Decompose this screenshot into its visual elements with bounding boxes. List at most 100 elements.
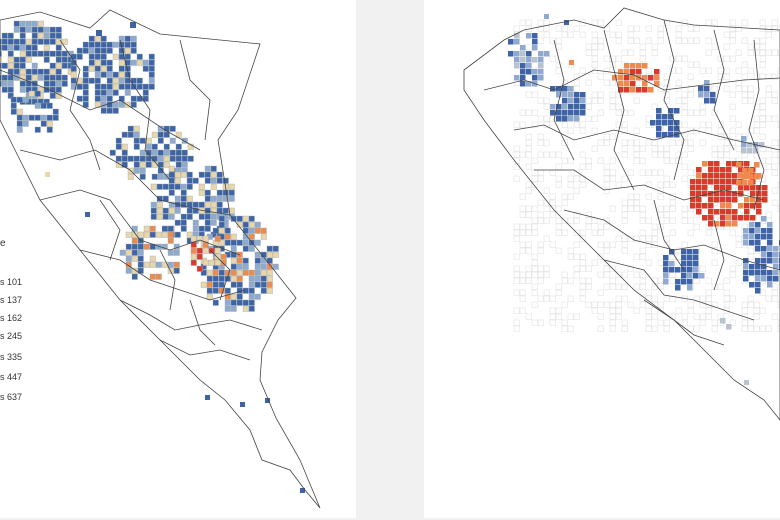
grid-cell [579,265,586,272]
raster-cell [574,116,580,122]
grid-cell [531,121,538,128]
grid-cell [777,67,780,74]
grid-cell [513,307,520,314]
grid-cell [651,49,658,56]
left-map-panel: e s 101 s 137 s 162 s 245 s 335 s 447 s … [0,0,356,518]
grid-cell [603,265,610,272]
grid-cell [777,25,780,32]
raster-cell [669,261,675,267]
raster-cell [156,207,163,214]
grid-cell [759,49,766,56]
raster-cell [754,174,760,180]
grid-cell [687,145,694,152]
raster-cell [254,257,261,264]
raster-cell [732,179,738,185]
grid-cell [513,325,520,332]
raster-cell [753,148,759,154]
grid-cell [765,163,772,170]
raster-cell [168,213,175,220]
raster-cell [210,219,217,226]
raster-cell [204,213,211,220]
grid-cell [615,301,622,308]
grid-cell [531,205,538,212]
grid-cell [723,307,730,314]
grid-cell [675,271,682,278]
grid-cell [741,73,748,80]
grid-cell [561,319,568,326]
grid-cell [657,193,664,200]
grid-cell [573,73,580,80]
grid-cell [675,151,682,158]
raster-cell [228,195,235,202]
raster-cell [31,26,38,33]
raster-cell [663,273,669,279]
grid-cell [645,325,652,332]
raster-cell [212,275,219,282]
raster-cell [52,108,59,115]
grid-cell [537,211,544,218]
raster-cell [702,179,708,185]
raster-cell [220,259,227,266]
raster-cell [216,195,223,202]
grid-cell [615,313,622,320]
grid-cell [699,67,706,74]
grid-cell [609,205,616,212]
grid-cell [597,289,604,296]
raster-cell [562,86,568,92]
grid-cell [531,181,538,188]
raster-cell [169,155,176,162]
raster-cell [648,87,654,93]
grid-cell [663,97,670,104]
raster-cell [242,221,249,228]
grid-cell [513,223,520,230]
grid-cell [663,73,670,80]
grid-cell [657,31,664,38]
raster-cell [720,215,726,221]
raster-cell [726,161,732,167]
grid-cell [651,223,658,230]
raster-cell [204,195,211,202]
grid-cell [681,211,688,218]
grid-cell [543,139,550,146]
grid-cell [771,25,778,32]
raster-cell [190,259,197,266]
raster-cell [254,239,261,246]
raster-cell [133,167,140,174]
grid-cell [543,187,550,194]
grid-cell [705,313,712,320]
grid-cell [663,91,670,98]
grid-cell [663,295,670,302]
grid-cell [555,67,562,74]
grid-cell [723,277,730,284]
grid-cell [555,229,562,236]
raster-cell [714,173,720,179]
grid-cell [537,97,544,104]
raster-cell [168,183,175,190]
raster-cell [741,142,747,148]
raster-cell [34,114,41,121]
raster-cell [761,264,767,270]
raster-cell [149,255,156,262]
grid-cell [555,163,562,170]
raster-cell [574,110,580,116]
grid-cell [609,319,616,326]
raster-cell [174,177,181,184]
raster-cell [198,183,205,190]
raster-cell [13,44,20,51]
raster-cell [196,253,203,260]
raster-cell [151,155,158,162]
grid-cell [669,157,676,164]
raster-cell [526,51,532,57]
raster-cell [520,81,526,87]
grid-cell [693,313,700,320]
grid-cell [579,127,586,134]
grid-cell [777,319,780,326]
raster-cell [82,65,89,72]
raster-cell [190,235,197,242]
raster-cell [46,120,53,127]
raster-cell [224,239,231,246]
grid-cell [531,229,538,236]
raster-cell [630,69,636,75]
raster-cell [131,255,138,262]
grid-cell [645,169,652,176]
